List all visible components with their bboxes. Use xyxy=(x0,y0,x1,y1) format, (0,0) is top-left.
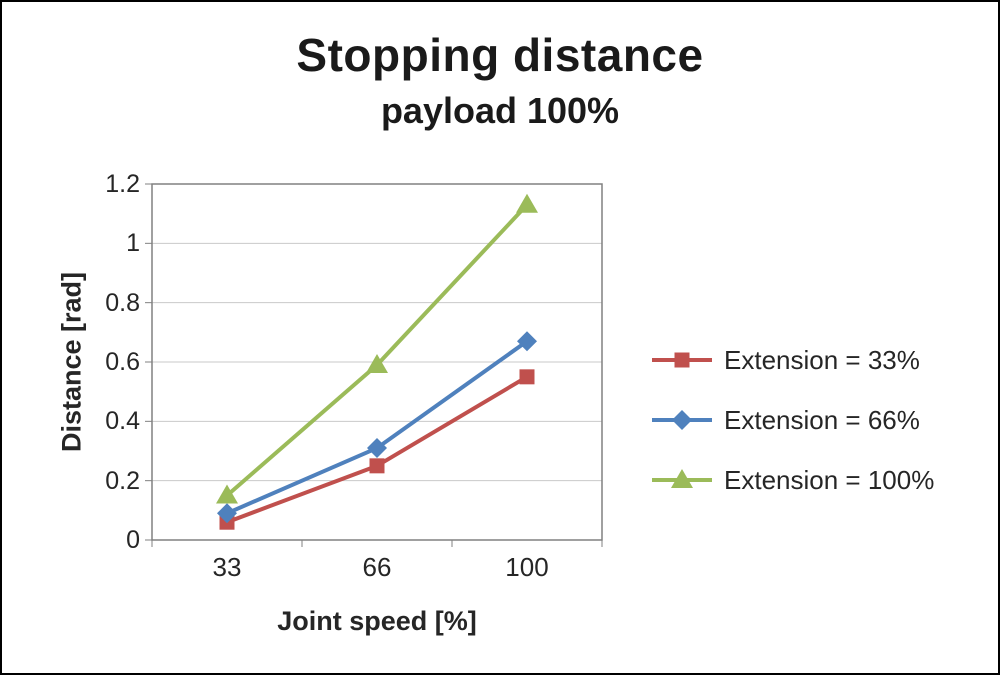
legend-item-extension-100: Extension = 100% xyxy=(650,450,934,510)
y-tick-label: 1 xyxy=(126,229,140,258)
x-tick-label: 33 xyxy=(212,552,242,582)
x-tick-label: 100 xyxy=(505,552,549,582)
chart-title: Stopping distance xyxy=(296,29,704,81)
chart-subtitle: payload 100% xyxy=(380,90,620,131)
y-tick-label: 0.2 xyxy=(105,466,140,495)
legend-marker-diamond-icon xyxy=(672,410,692,430)
data-point-square-icon xyxy=(519,369,535,385)
legend-marker-triangle-icon xyxy=(671,469,693,488)
data-point-square-icon xyxy=(369,458,385,474)
legend-label: Extension = 33% xyxy=(724,344,920,375)
x-tick-label: 66 xyxy=(362,552,392,582)
data-point-triangle-icon xyxy=(216,484,238,504)
data-point-diamond-icon xyxy=(367,438,387,459)
y-tick-label: 0 xyxy=(126,526,140,554)
legend-item-extension-33: Extension = 33% xyxy=(650,330,934,390)
data-point-diamond-icon xyxy=(517,331,537,352)
legend-sample-triangle-icon xyxy=(652,469,712,488)
y-tick-label: 0.8 xyxy=(105,288,140,317)
x-axis-title: Joint speed [%] xyxy=(277,606,477,636)
legend-label: Extension = 100% xyxy=(724,464,935,495)
legend-item-extension-66: Extension = 66% xyxy=(650,390,934,450)
data-point-triangle-icon xyxy=(366,353,388,373)
plot-border xyxy=(151,183,603,541)
plot-area xyxy=(145,183,603,547)
data-point-triangle-icon xyxy=(516,193,538,213)
legend-label: Extension = 66% xyxy=(724,404,920,435)
legend-sample-diamond-icon xyxy=(652,410,712,430)
legend-marker-square-icon xyxy=(674,352,690,368)
y-tick-label: 0.6 xyxy=(105,348,140,376)
legend: Extension = 33% Extension = 66% Extensio… xyxy=(650,330,934,510)
data-point-diamond-icon xyxy=(217,503,237,524)
legend-sample-square-icon xyxy=(652,352,712,368)
y-tick-label: 1.2 xyxy=(105,170,140,198)
y-tick-label: 0.4 xyxy=(105,407,140,436)
